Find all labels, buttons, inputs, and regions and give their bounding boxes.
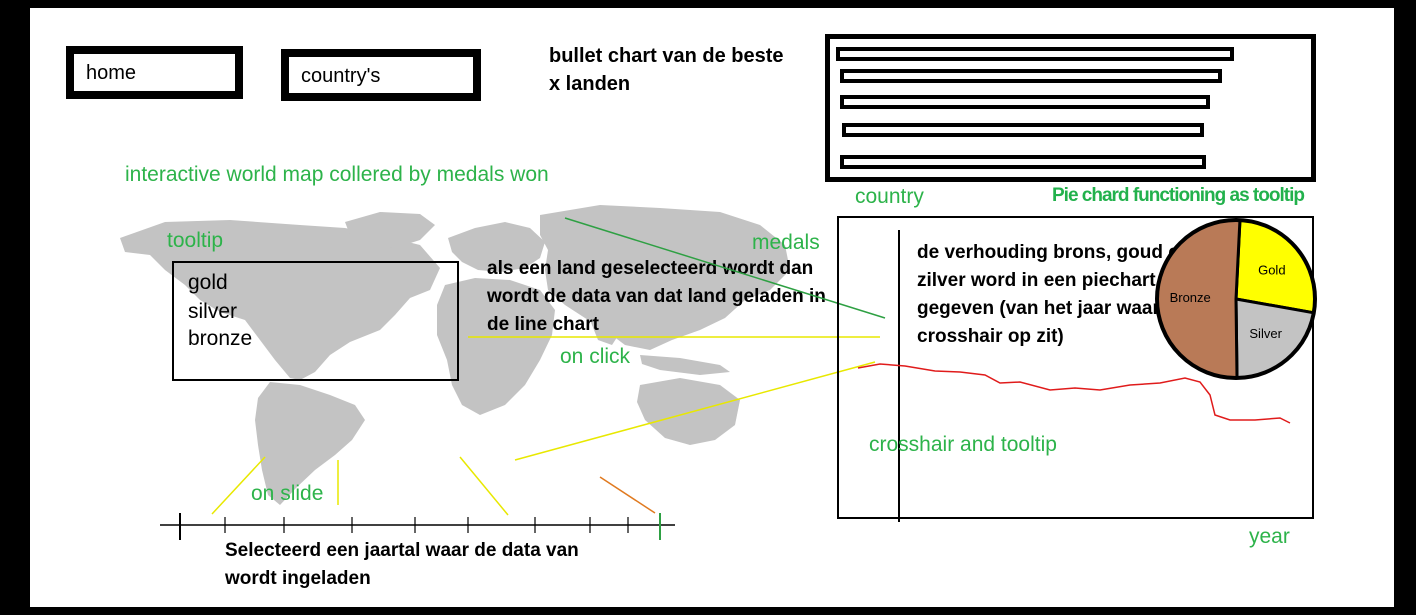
south-america-shape xyxy=(255,382,365,505)
slide-connector-4 xyxy=(599,476,656,514)
on-click-label: on click xyxy=(560,345,631,368)
countries-button[interactable]: country's xyxy=(281,49,481,101)
north-america-shape xyxy=(120,220,440,380)
bullet-bar[interactable] xyxy=(840,95,1210,109)
line-chart[interactable] xyxy=(837,216,1314,519)
greenland-shape xyxy=(345,212,435,248)
tooltip-silver: silver xyxy=(188,300,238,323)
africa-shape xyxy=(437,278,555,415)
countries-button-label: country's xyxy=(301,65,381,87)
map-select-note: als een land geselecteerd wordt dan word… xyxy=(487,258,826,335)
bullet-chart-note: bullet chart van de beste x landen xyxy=(549,45,784,95)
slide-connector-3 xyxy=(459,456,509,516)
pie-title: Pie chard functioning as tooltip xyxy=(1052,185,1305,206)
bullet-chart xyxy=(825,34,1316,182)
bullet-bar[interactable] xyxy=(842,123,1204,137)
pie-label-silver: Silver xyxy=(1249,326,1282,341)
country-label: country xyxy=(855,185,924,208)
tooltip-label: tooltip xyxy=(167,229,224,252)
medal-line xyxy=(857,363,1291,424)
slider-note: Selecteerd een jaartal waar de data van … xyxy=(225,540,579,589)
bullet-bar[interactable] xyxy=(840,155,1206,169)
year-connector xyxy=(514,361,876,461)
on-slide-label: on slide xyxy=(251,482,324,505)
slide-connector-1 xyxy=(211,456,266,515)
bullet-bar[interactable] xyxy=(836,47,1234,61)
crosshair-label: crosshair and tooltip xyxy=(869,433,1057,456)
pie-outline xyxy=(1155,218,1317,380)
india-shape xyxy=(590,300,625,345)
australia-shape xyxy=(637,378,740,445)
pie-label-bronze: Bronze xyxy=(1170,290,1211,305)
pie-label-gold: Gold xyxy=(1258,262,1285,277)
bullet-bar[interactable] xyxy=(840,69,1222,83)
pie-note: de verhouding brons, goud en zilver word… xyxy=(917,242,1204,347)
home-button-label: home xyxy=(86,62,137,84)
tooltip-bronze: bronze xyxy=(188,327,253,350)
year-axis-label: year xyxy=(1249,525,1290,548)
home-button[interactable]: home xyxy=(66,46,243,99)
indonesia-shape xyxy=(640,355,730,375)
europe-shape xyxy=(448,222,545,272)
map-title: interactive world map collered by medals… xyxy=(125,163,549,186)
medals-connector xyxy=(564,217,886,319)
tooltip-gold: gold xyxy=(188,271,228,294)
medals-axis-label: medals xyxy=(752,231,820,254)
map-tooltip: gold silver bronze xyxy=(172,261,459,381)
